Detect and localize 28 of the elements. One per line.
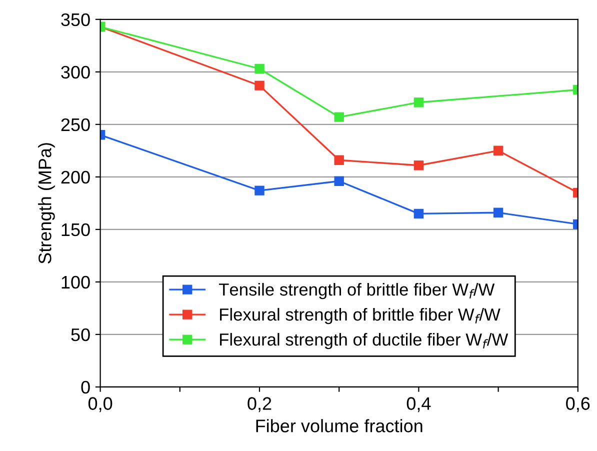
- x-axis-title: Fiber volume fraction: [256, 419, 422, 432]
- point: [414, 97, 424, 108]
- point: [414, 160, 424, 170]
- y-axis-title: Strength (MPa): [38, 143, 55, 264]
- y-tick-label: 100: [62, 276, 90, 289]
- point: [254, 186, 264, 196]
- y-tick-label: 50: [71, 328, 90, 342]
- y-tick-label: 250: [61, 118, 90, 132]
- point: [493, 208, 504, 218]
- legend-label: Tensile strength of brittle fiber W$_{f}$/W: [219, 282, 495, 300]
- point: [493, 146, 504, 156]
- point: [334, 155, 344, 165]
- point: [414, 208, 424, 219]
- legend-label: Flexural strength of brittle fiber W$_{f}$/W: [220, 308, 500, 324]
- y-tick-label: 300: [61, 66, 90, 79]
- point: [254, 80, 264, 90]
- point: [254, 64, 264, 74]
- y-tick-label: 0: [81, 380, 90, 394]
- y-tick-label: 150: [62, 223, 90, 236]
- x-tick-label: 0,6: [566, 397, 590, 412]
- point: [334, 112, 344, 122]
- legend-label: Flexural strength of ductile fiber W$_{f}$/W: [220, 332, 508, 350]
- x-tick-label: 0,4: [406, 397, 431, 412]
- y-tick-label: 200: [61, 170, 90, 184]
- y-tick-label: 350: [61, 13, 90, 26]
- x-tick-label: 0,0: [88, 397, 112, 412]
- point: [334, 176, 344, 186]
- x-tick-label: 0,2: [248, 397, 272, 412]
